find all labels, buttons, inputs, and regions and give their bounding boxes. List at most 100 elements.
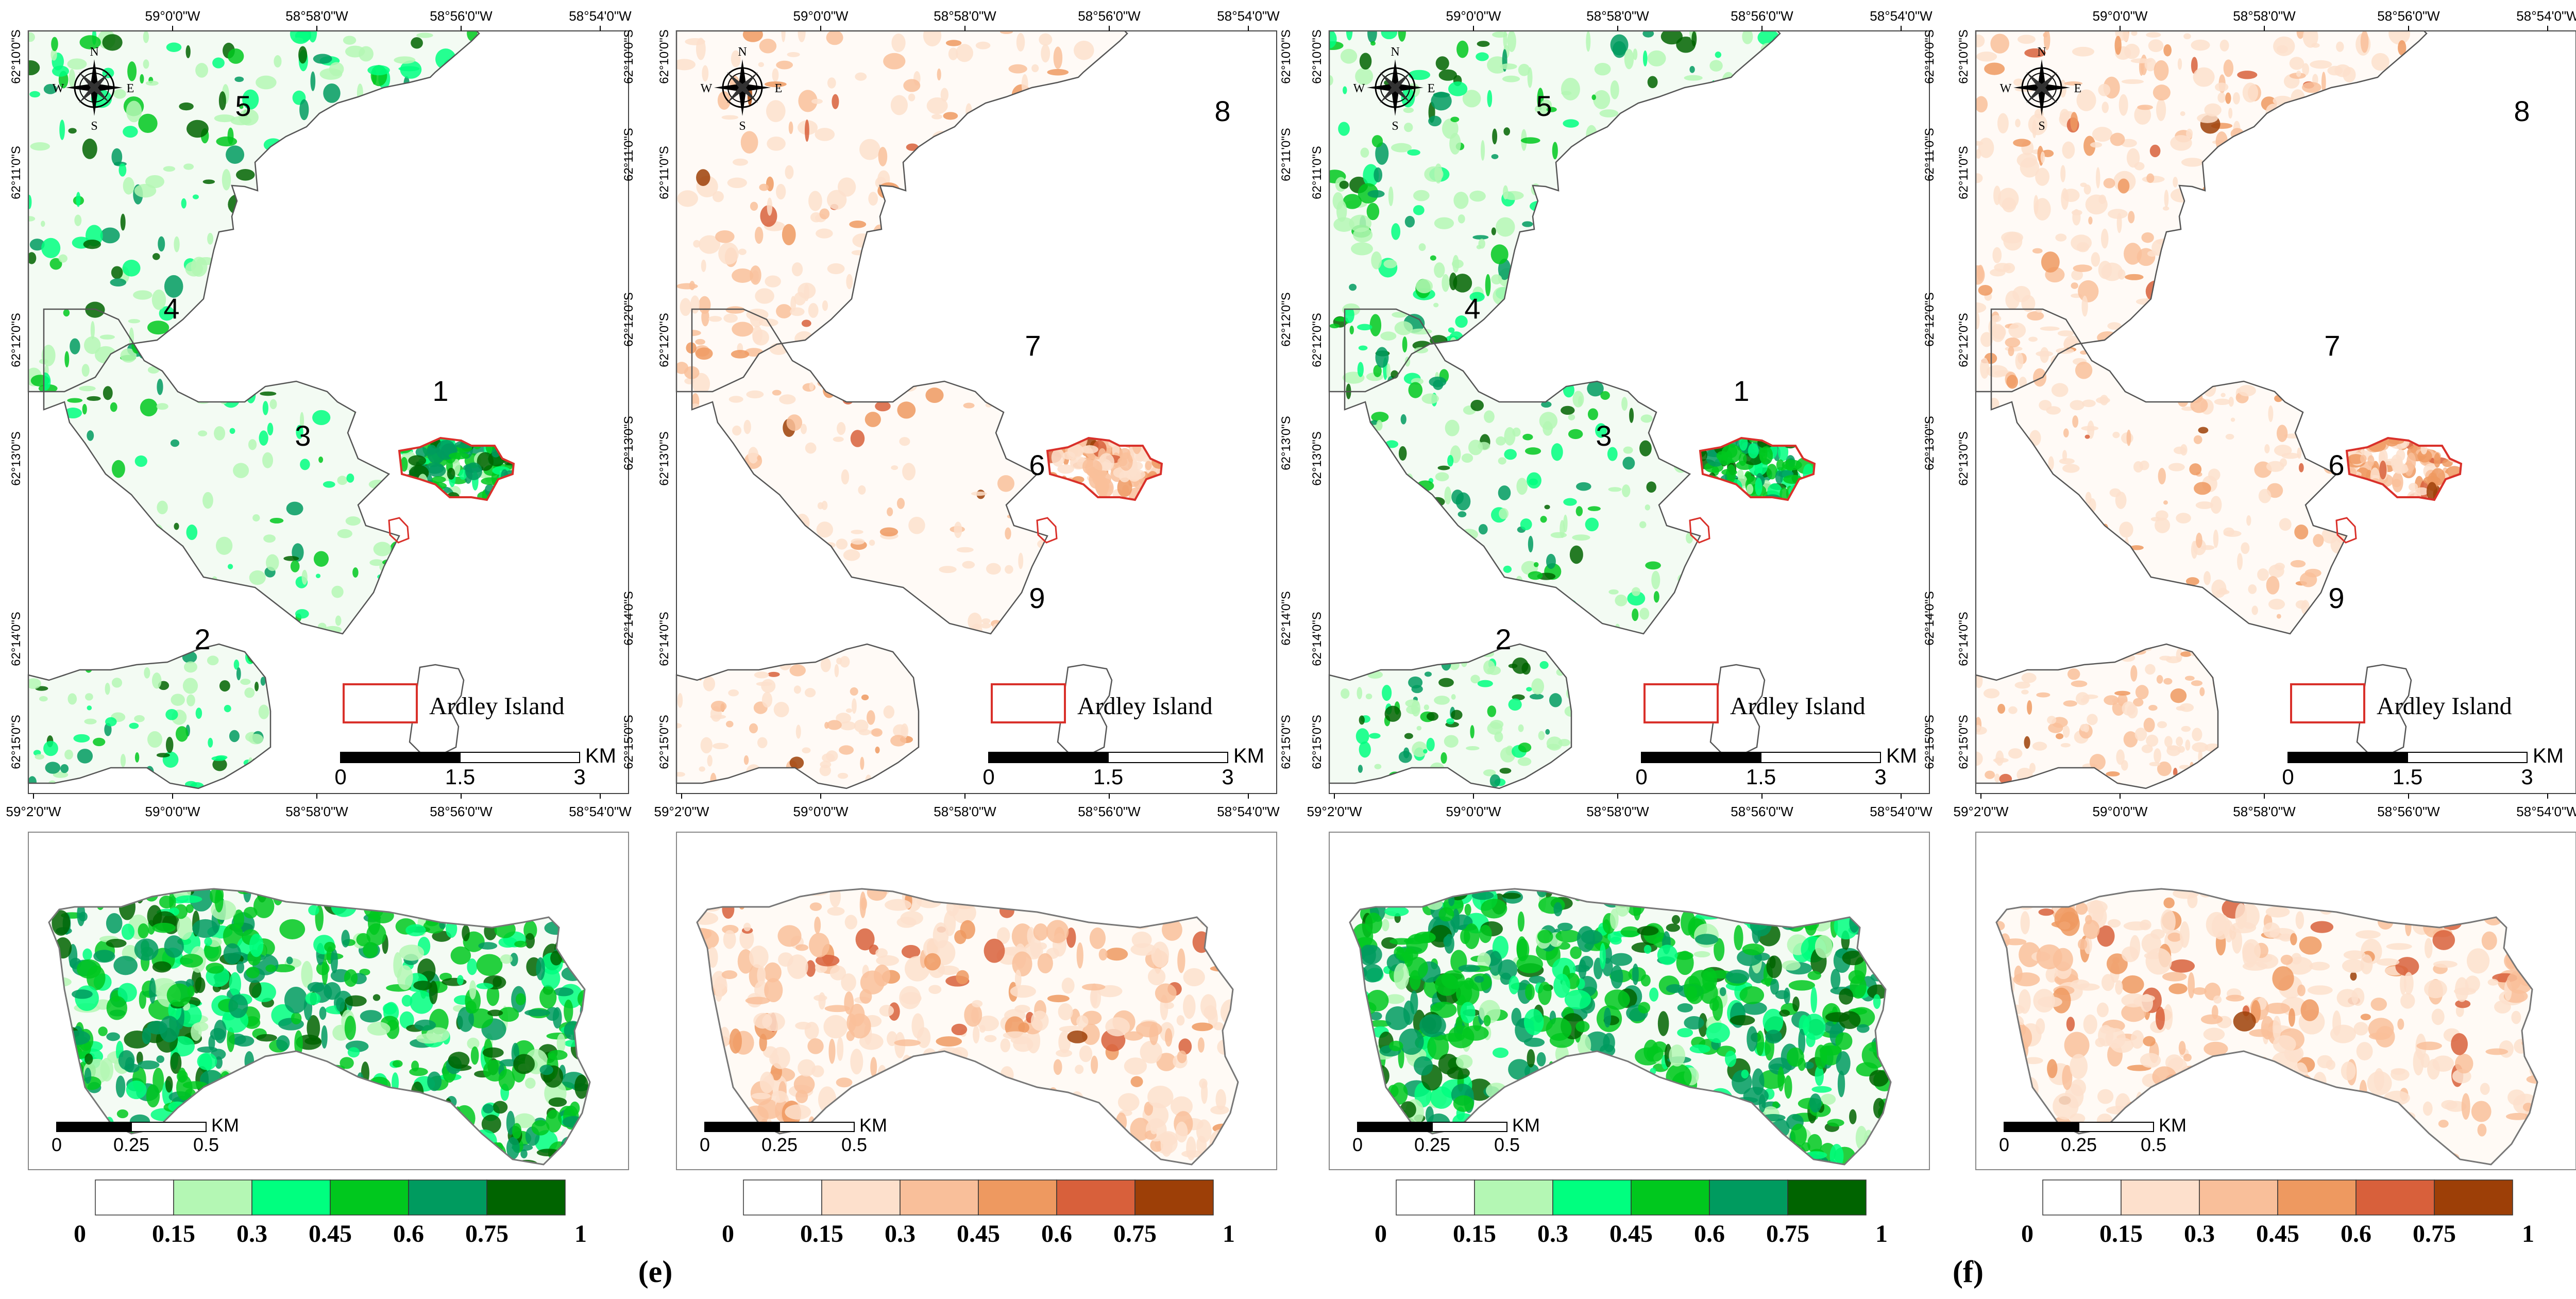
coverage-patch: [1485, 274, 1491, 297]
coverage-patch: [1423, 704, 1429, 711]
coverage-patch: [546, 1109, 562, 1133]
coverage-patch: [2062, 141, 2075, 159]
coverage-patch: [1525, 984, 1535, 1001]
coverage-patch: [1539, 661, 1549, 669]
ardley-legend-swatch: [343, 683, 418, 723]
coverage-patch: [777, 925, 802, 947]
coverage-patch: [1726, 464, 1736, 483]
legend-tick-label: 1: [1875, 1220, 1888, 1247]
coverage-patch: [304, 1037, 321, 1045]
compass-needle-diag: [727, 72, 758, 103]
coverage-patch: [174, 236, 180, 252]
coverage-patch: [548, 1097, 567, 1107]
legend-swatch: [1552, 1179, 1632, 1216]
coverage-patch: [556, 1033, 566, 1053]
coverage-patch: [2302, 82, 2321, 93]
coverage-patch: [1446, 718, 1454, 724]
coverage-patch: [308, 31, 317, 43]
coverage-patch: [1540, 516, 1547, 523]
coverage-patch: [1848, 970, 1865, 984]
coverage-patch: [1117, 477, 1132, 497]
coverage-patch: [367, 909, 381, 935]
coverage-patch: [1585, 517, 1599, 532]
coverage-patch: [1392, 312, 1408, 318]
coverage-patch: [227, 564, 233, 569]
coverage-patch: [1448, 1025, 1475, 1049]
legend-tick-label: 0.6: [393, 1220, 424, 1247]
coverage-patch: [1027, 926, 1036, 946]
coverage-patch: [1523, 1008, 1544, 1036]
coverage-patch: [570, 1101, 580, 1115]
coastline: [675, 643, 920, 789]
coverage-patch: [1175, 1121, 1188, 1143]
coverage-patch: [1642, 50, 1648, 66]
coverage-patch: [318, 457, 324, 463]
coverage-patch: [1580, 956, 1594, 970]
coverage-patch: [1170, 1096, 1193, 1117]
coverage-patch: [340, 1057, 354, 1069]
coverage-patch: [1013, 1037, 1033, 1052]
coverage-patch: [788, 121, 793, 134]
coverage-patch: [254, 682, 259, 691]
coverage-patch: [2064, 81, 2083, 86]
coverage-patch: [725, 306, 745, 314]
coverage-patch: [1061, 977, 1075, 994]
coverage-patch: [482, 1047, 504, 1058]
south-island-fill: [676, 644, 919, 788]
coverage-patch: [1435, 56, 1449, 71]
coverage-patch: [677, 190, 698, 207]
coverage-patch: [79, 35, 101, 49]
coverage-patch: [931, 114, 942, 120]
coverage-patch: [1502, 75, 1520, 82]
coverage-patch: [855, 72, 867, 81]
coverage-patch: [2107, 322, 2122, 330]
coverage-patch: [1782, 960, 1801, 971]
coverage-patch: [1370, 41, 1376, 46]
coverage-patch: [29, 239, 45, 251]
coverage-patch: [2008, 706, 2018, 714]
coverage-patch: [493, 976, 502, 987]
coverage-patch: [106, 913, 123, 934]
coverage-patch: [984, 1035, 997, 1042]
coverage-patch: [2002, 197, 2016, 213]
coverage-patch: [1399, 1028, 1424, 1055]
coverage-patch: [891, 33, 906, 53]
coverage-patch: [2168, 463, 2185, 471]
coverage-patch: [759, 1034, 767, 1052]
coverage-patch: [701, 259, 706, 272]
inset-scale-outline: [704, 1122, 855, 1132]
coverage-patch: [2070, 112, 2078, 132]
coverage-patch: [1499, 768, 1512, 774]
coverage-patch: [2157, 721, 2167, 729]
site-number-label: 8: [1214, 95, 1230, 127]
coverage-patch: [1010, 985, 1036, 998]
coverage-patch: [2217, 92, 2226, 103]
coverage-patch: [731, 350, 750, 359]
coverage-patch: [1671, 915, 1681, 924]
coverage-patch: [828, 1038, 836, 1064]
bottom-lon-tick: 59°2'0"W: [1307, 804, 1362, 819]
coverage-patch: [1867, 984, 1890, 999]
coverage-patch: [70, 338, 80, 355]
coverage-patch: [2076, 89, 2096, 111]
coverage-patch: [207, 655, 219, 666]
coverage-patch: [67, 398, 83, 403]
coverage-patch: [506, 1137, 520, 1159]
coverage-patch: [771, 1047, 790, 1069]
coverage-patch: [943, 112, 958, 120]
coverage-patch: [1496, 217, 1515, 237]
ardley-islet-outline: [388, 517, 410, 544]
coverage-patch: [401, 994, 413, 1007]
coverage-patch: [2051, 383, 2069, 397]
coverage-patch: [1394, 321, 1413, 335]
coverage-patch: [859, 891, 867, 918]
coverage-patch: [2194, 482, 2211, 495]
left-lat-tick: 62°12'0"S: [9, 313, 23, 367]
coverage-patch: [702, 65, 709, 82]
coverage-patch: [1815, 1044, 1827, 1069]
coverage-patch: [1608, 487, 1622, 492]
coverage-patch: [1553, 973, 1570, 998]
coverage-patch: [2242, 82, 2259, 103]
coverage-patch: [118, 163, 127, 177]
coverage-patch: [841, 973, 856, 992]
